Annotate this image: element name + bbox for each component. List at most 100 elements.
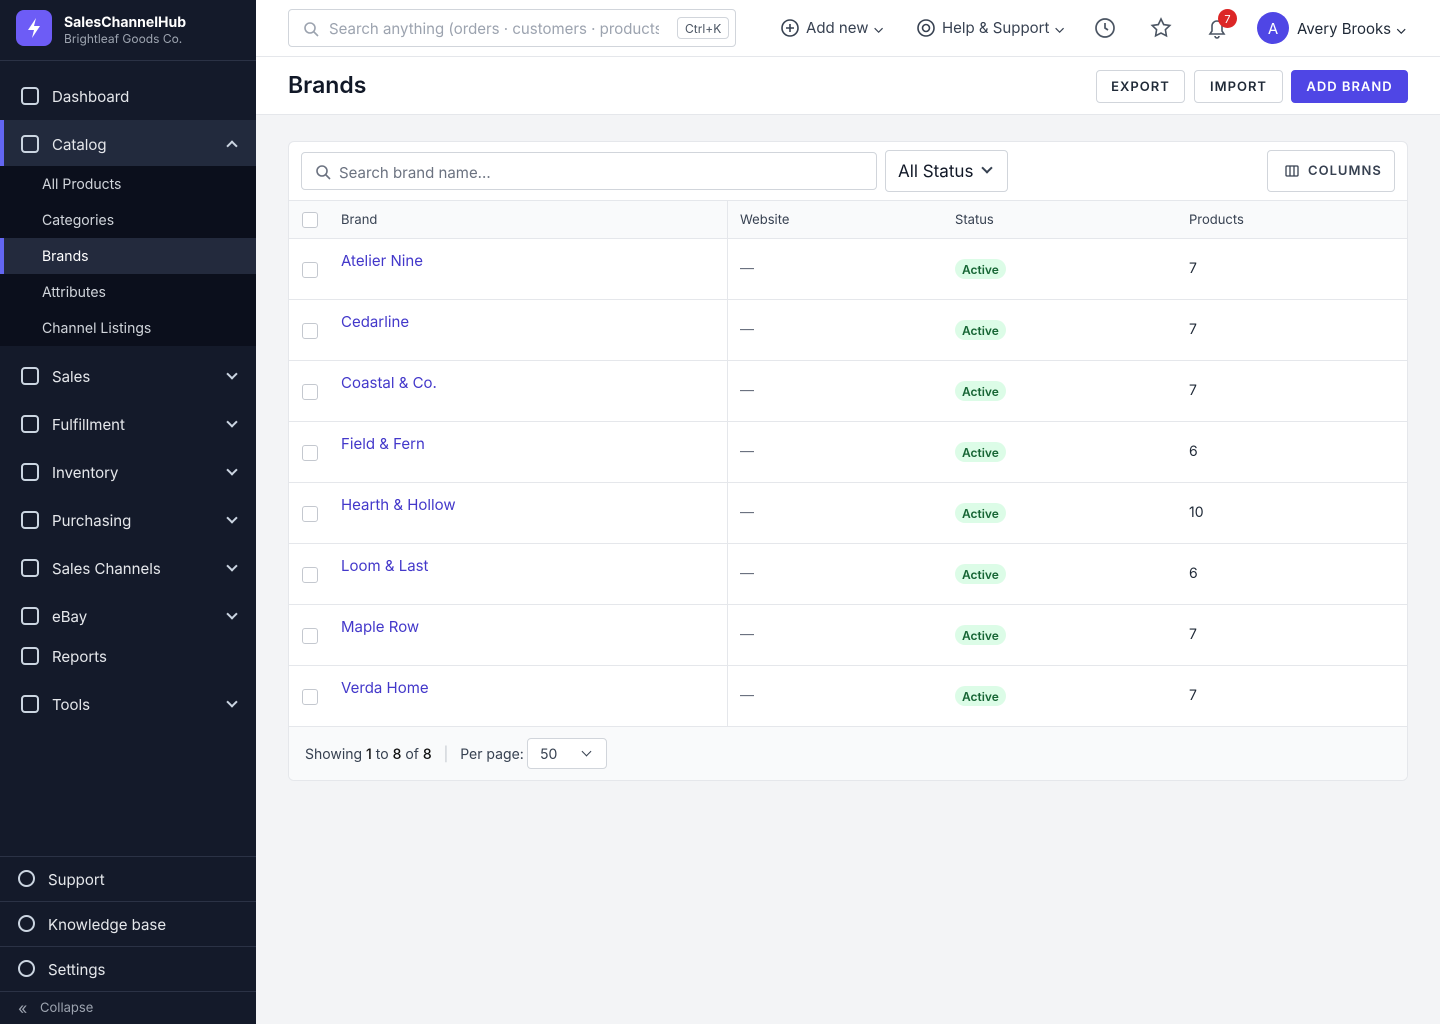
global-search[interactable]: Search anything (orders · customers · pr… xyxy=(288,9,736,47)
favorites-icon[interactable] xyxy=(1149,16,1173,40)
nav-chevron xyxy=(226,560,238,572)
product-count: 7 xyxy=(1189,626,1197,643)
per-page-select[interactable]: 50 xyxy=(527,738,607,769)
columns-button[interactable]: COLUMNS xyxy=(1267,150,1395,192)
row-checkbox[interactable] xyxy=(302,384,318,400)
add-brand-button[interactable]: ADD BRAND xyxy=(1291,70,1408,103)
collapse-button[interactable]: « Collapse xyxy=(0,991,256,1024)
brand-link[interactable]: Coastal & Co. xyxy=(341,373,437,392)
nav-label: Tools xyxy=(52,694,91,714)
brand-link[interactable]: Loom & Last xyxy=(341,556,429,575)
topbar: Search anything (orders · customers · pr… xyxy=(256,0,1440,57)
nav-label: Sales xyxy=(52,366,91,386)
sidebar: SalesChannelHub Brightleaf Goods Co. Das… xyxy=(0,0,256,1024)
row-checkbox[interactable] xyxy=(302,262,318,278)
avatar[interactable]: A xyxy=(1257,12,1289,44)
row-checkbox[interactable] xyxy=(302,628,318,644)
of-label: of xyxy=(405,746,419,763)
nav-chevron xyxy=(226,512,238,524)
product-count: 7 xyxy=(1189,321,1197,338)
per-page-value: 50 xyxy=(540,746,558,763)
sidebar-footer-item[interactable]: Support xyxy=(0,856,256,901)
notification-count: 7 xyxy=(1218,9,1237,28)
brand-link[interactable]: Hearth & Hollow xyxy=(341,495,456,514)
page-title: Brands xyxy=(288,71,367,99)
footer-label: Knowledge base xyxy=(48,914,167,934)
sidebar-footer-item[interactable]: Settings xyxy=(0,946,256,991)
nav-subitem[interactable]: All Products xyxy=(0,166,256,202)
brand-search-placeholder: Search brand name... xyxy=(339,163,491,182)
nav-item[interactable]: Purchasing xyxy=(0,496,256,544)
brand-link[interactable]: Maple Row xyxy=(341,617,420,636)
website: — xyxy=(740,443,754,460)
help[interactable]: Help & Support ⌄ xyxy=(916,18,1065,37)
sidebar-footer-item[interactable]: Knowledge base xyxy=(0,901,256,946)
nav-item[interactable]: Reports xyxy=(0,632,256,680)
column-header[interactable]: Status xyxy=(955,212,994,228)
nav-subitem[interactable]: Attributes xyxy=(0,274,256,310)
website: — xyxy=(740,260,754,277)
nav-item[interactable]: Fulfillment xyxy=(0,400,256,448)
notifications-icon[interactable] xyxy=(1206,16,1228,40)
row-checkbox[interactable] xyxy=(302,689,318,705)
brand-link[interactable]: Atelier Nine xyxy=(341,251,423,270)
brand-search[interactable]: Search brand name... xyxy=(301,152,877,190)
row-checkbox[interactable] xyxy=(302,323,318,339)
table-row: Cedarline — Active 7 xyxy=(289,299,1407,360)
nav-icon xyxy=(21,559,39,577)
app-name: SalesChannelHub xyxy=(64,14,187,31)
app-logo xyxy=(16,10,52,46)
nav-subitem[interactable]: Brands xyxy=(0,238,256,274)
import-button[interactable]: IMPORT xyxy=(1194,70,1283,103)
nav-item[interactable]: Catalog xyxy=(0,120,256,168)
table-row: Maple Row — Active 7 xyxy=(289,604,1407,665)
row-checkbox[interactable] xyxy=(302,506,318,522)
brand-link[interactable]: Cedarline xyxy=(341,312,410,331)
column-header[interactable]: Products xyxy=(1189,212,1244,228)
nav-item[interactable]: Tools xyxy=(0,680,256,728)
footer-icon xyxy=(18,870,35,887)
status-badge: Active xyxy=(955,503,1006,523)
columns-label: COLUMNS xyxy=(1308,163,1382,179)
page-header: Brands EXPORT IMPORT ADD BRAND xyxy=(256,57,1440,115)
nav-item[interactable]: Dashboard xyxy=(0,72,256,120)
status-filter[interactable]: All Status xyxy=(885,150,1008,192)
table-row: Loom & Last — Active 6 xyxy=(289,543,1407,604)
nav-chevron xyxy=(226,416,238,428)
nav-item[interactable]: Sales xyxy=(0,352,256,400)
brand-link[interactable]: Verda Home xyxy=(341,678,429,697)
table-row: Atelier Nine — Active 7 xyxy=(289,238,1407,299)
nav-item[interactable]: Inventory xyxy=(0,448,256,496)
showing: Showing 1 to 8 of 8 | Per page: xyxy=(305,746,524,763)
product-count: 10 xyxy=(1189,504,1204,521)
nav-icon xyxy=(21,135,39,153)
status-badge: Active xyxy=(955,442,1006,462)
website: — xyxy=(740,626,754,643)
website: — xyxy=(740,565,754,582)
divider xyxy=(0,60,256,61)
nav-label: Sales Channels xyxy=(52,558,161,578)
nav-subitem[interactable]: Categories xyxy=(0,202,256,238)
add-new[interactable]: Add new ⌄ xyxy=(780,18,885,37)
user-name-label: Avery Brooks xyxy=(1297,19,1392,38)
export-button[interactable]: EXPORT xyxy=(1096,70,1185,103)
user-name[interactable]: Avery Brooks ⌄ xyxy=(1297,19,1408,38)
status-badge: Active xyxy=(955,564,1006,584)
nav-label: Fulfillment xyxy=(52,414,125,434)
history-icon[interactable] xyxy=(1094,17,1116,39)
row-checkbox[interactable] xyxy=(302,445,318,461)
nav-subitem[interactable]: Channel Listings xyxy=(0,310,256,346)
website: — xyxy=(740,687,754,704)
showing-label: Showing xyxy=(305,746,363,763)
column-header[interactable]: Website xyxy=(740,212,790,228)
column-header[interactable]: Brand xyxy=(341,212,378,228)
brand-link[interactable]: Field & Fern xyxy=(341,434,425,453)
nav-label: eBay xyxy=(52,606,88,626)
select-all[interactable] xyxy=(302,212,318,228)
nav-item[interactable]: eBay xyxy=(0,592,256,640)
status-badge: Active xyxy=(955,625,1006,645)
status-badge: Active xyxy=(955,381,1006,401)
row-checkbox[interactable] xyxy=(302,567,318,583)
nav-item[interactable]: Sales Channels xyxy=(0,544,256,592)
